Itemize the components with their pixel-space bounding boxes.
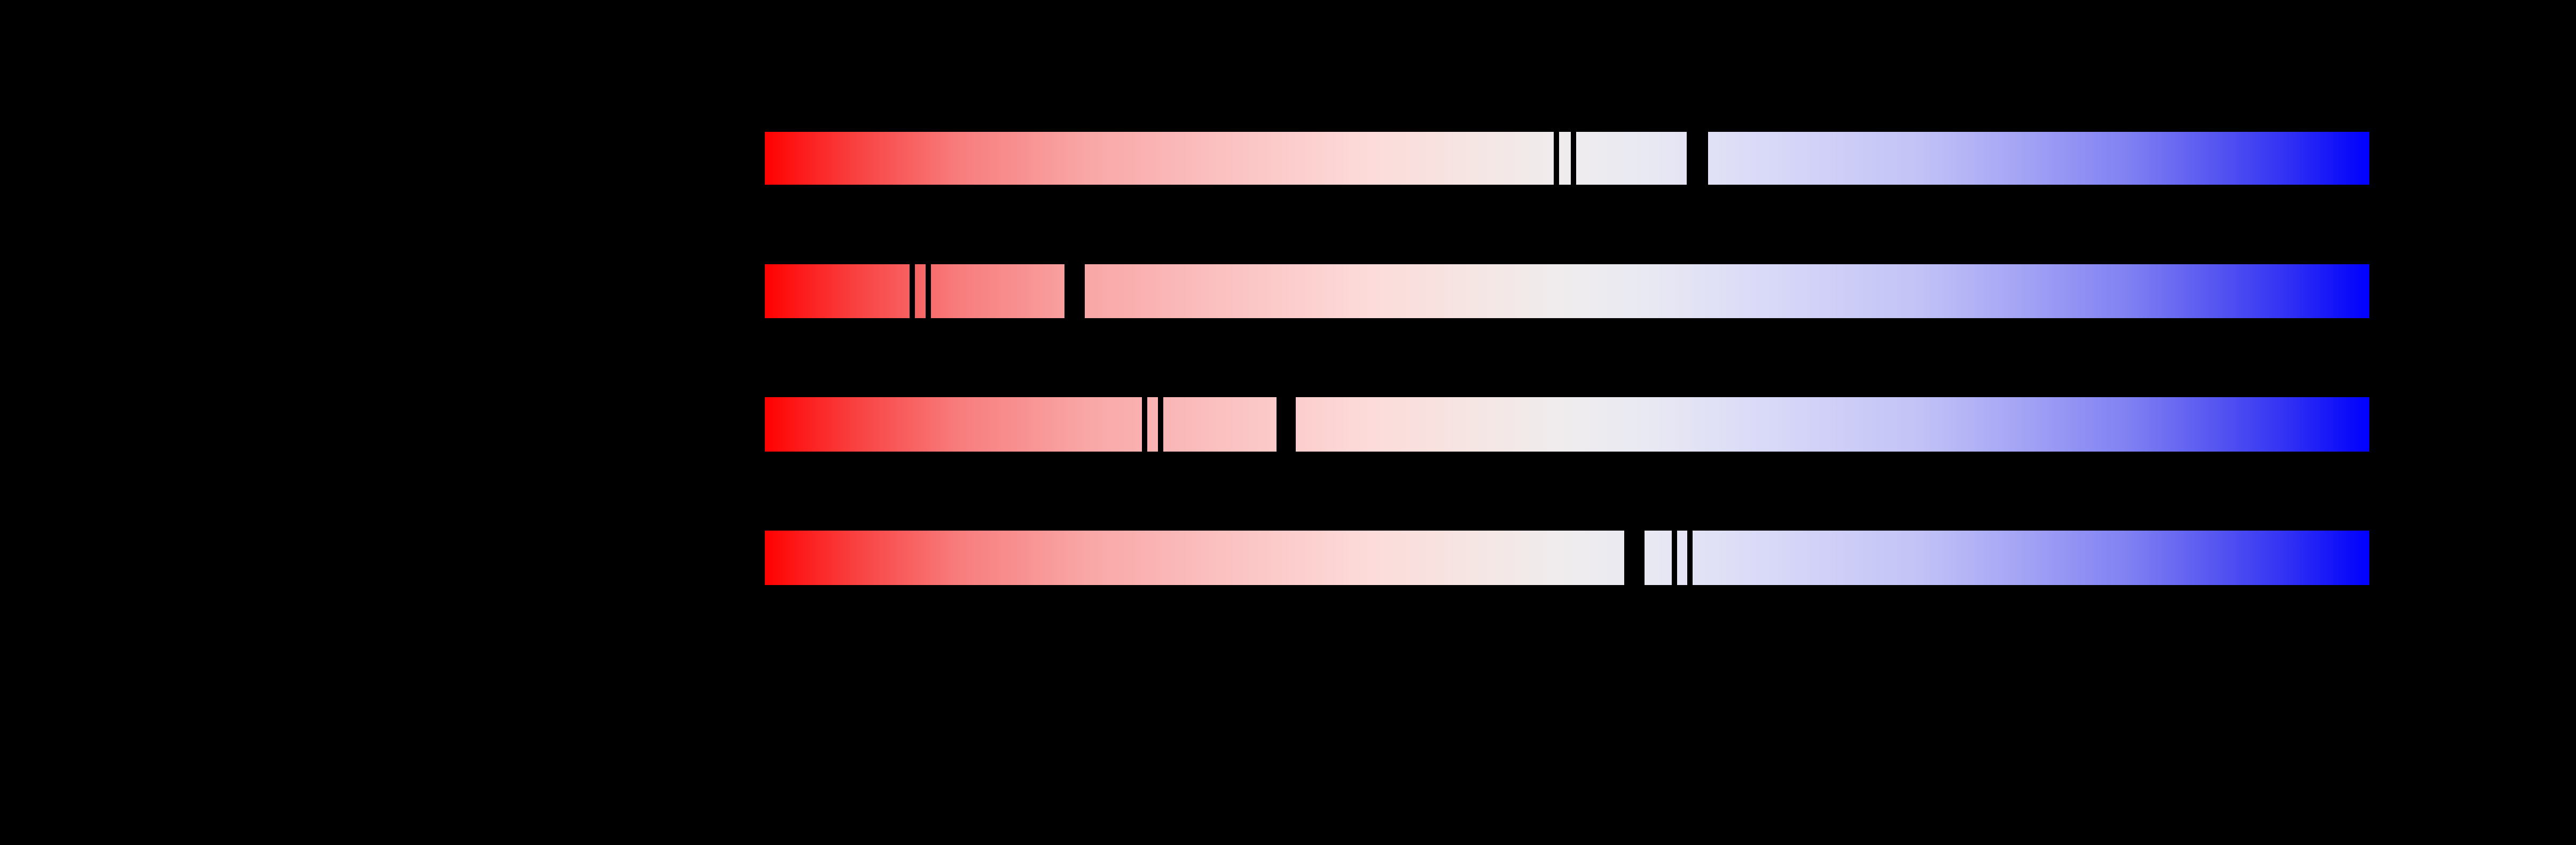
bar-1-marker-gap [1687, 132, 1708, 185]
bar-4-marker-tick [1672, 531, 1677, 585]
bar-4-marker-tick [1687, 531, 1693, 585]
gradient-bar-1 [765, 132, 2369, 185]
gradient-bar-2 [765, 264, 2369, 318]
bar-2-marker-tick [910, 264, 915, 318]
bar-2-marker-gap [1064, 264, 1085, 318]
gradient-bar-3 [765, 397, 2369, 452]
bar-1-marker-tick [1571, 132, 1576, 185]
bar-1-marker-tick [1554, 132, 1559, 185]
bar-4-marker-gap [1624, 531, 1645, 585]
bar-3-marker-tick [1142, 397, 1147, 452]
gradient-bar-4 [765, 531, 2369, 585]
bar-3-marker-gap [1277, 397, 1296, 452]
bar-2-marker-tick [926, 264, 931, 318]
bar-3-marker-tick [1158, 397, 1163, 452]
